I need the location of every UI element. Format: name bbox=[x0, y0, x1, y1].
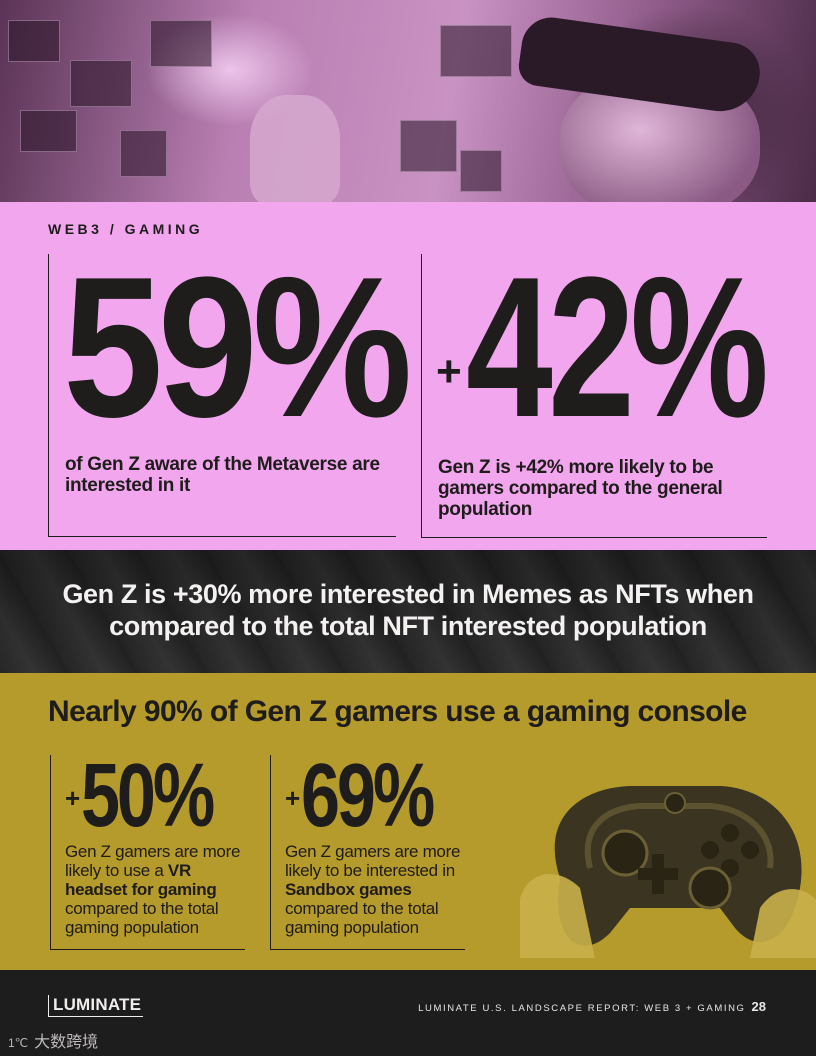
console-section: Nearly 90% of Gen Z gamers use a gaming … bbox=[0, 673, 816, 970]
game-controller-image bbox=[520, 786, 816, 958]
stat-value: 50% bbox=[81, 746, 215, 846]
console-title: Nearly 90% of Gen Z gamers use a gaming … bbox=[48, 695, 747, 728]
hero-image bbox=[0, 0, 816, 202]
floating-screen bbox=[150, 20, 212, 67]
hand-shape bbox=[250, 95, 340, 202]
stat-prefix: + bbox=[285, 783, 301, 813]
stat-prefix: + bbox=[436, 347, 462, 396]
footer-caption: LUMINATE U.S. LANDSCAPE REPORT: WEB 3 + … bbox=[418, 999, 766, 1014]
floating-screen bbox=[400, 120, 457, 172]
stat-box-69: + 69% Gen Z gamers are more likely to be… bbox=[270, 751, 465, 950]
stat-value: 69% bbox=[301, 746, 435, 846]
page-footer: LUMINATE LUMINATE U.S. LANDSCAPE REPORT:… bbox=[0, 970, 816, 1056]
luminate-logo: LUMINATE bbox=[48, 995, 144, 1017]
stat-box-50: + 50% Gen Z gamers are more likely to us… bbox=[50, 751, 245, 950]
floating-screen bbox=[70, 60, 132, 107]
floating-screen bbox=[20, 110, 77, 152]
floating-screen bbox=[120, 130, 167, 177]
stat-prefix: + bbox=[65, 783, 81, 813]
page-number: 28 bbox=[751, 999, 766, 1014]
stat-description: Gen Z is +42% more likely to be gamers c… bbox=[438, 457, 723, 520]
stat-value: 42% bbox=[466, 236, 769, 459]
stat-description: of Gen Z aware of the Metaverse are inte… bbox=[65, 454, 380, 496]
floating-screen bbox=[440, 25, 512, 77]
stat-value: 59% bbox=[63, 236, 412, 459]
stat-box-42: + 42% Gen Z is +42% more likely to be ga… bbox=[421, 248, 769, 538]
pink-stats-section: WEB3 / GAMING 59% of Gen Z aware of the … bbox=[0, 202, 816, 550]
floating-screen bbox=[460, 150, 502, 192]
stat-description: Gen Z gamers are more likely to use a VR… bbox=[65, 842, 241, 937]
banner-text: Gen Z is +30% more interested in Memes a… bbox=[62, 579, 754, 641]
stat-box-59: 59% of Gen Z aware of the Metaverse are … bbox=[48, 248, 412, 537]
floating-screen bbox=[8, 20, 60, 62]
stat-description: Gen Z gamers are more likely to be inter… bbox=[285, 842, 461, 937]
section-label: WEB3 / GAMING bbox=[48, 221, 204, 237]
watermark: 1℃ 大数跨境 bbox=[8, 1034, 99, 1051]
nft-banner: Gen Z is +30% more interested in Memes a… bbox=[0, 550, 816, 673]
